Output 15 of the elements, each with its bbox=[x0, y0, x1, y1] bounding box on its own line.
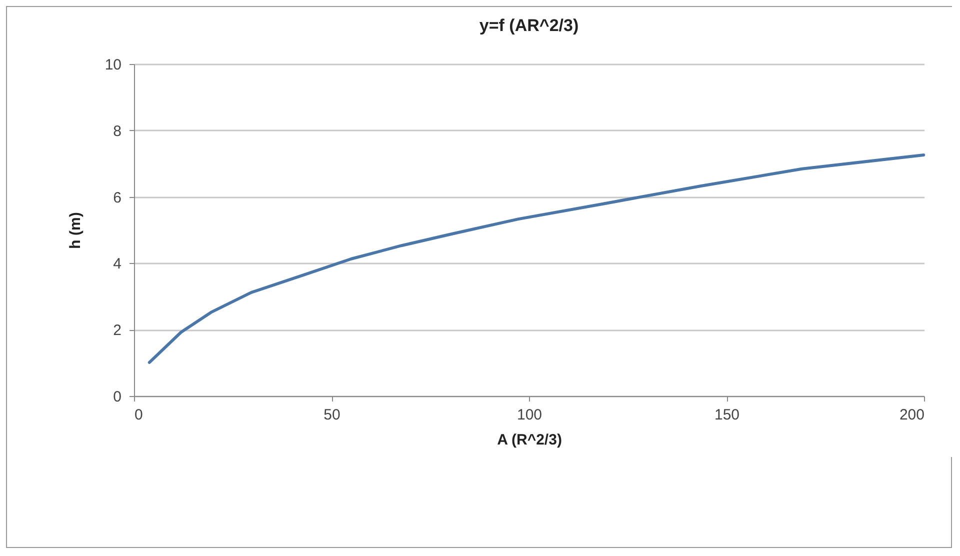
y-axis-title: h (m) bbox=[66, 212, 84, 249]
x-tick-label: 200 bbox=[899, 406, 924, 424]
y-tick-label: 4 bbox=[113, 256, 122, 273]
chart-title: y=f (AR^2/3) bbox=[479, 16, 579, 35]
x-tick-label: 150 bbox=[714, 406, 740, 424]
y-tick-label: 8 bbox=[113, 122, 122, 140]
y-tick-label: 6 bbox=[113, 189, 122, 206]
y-tick-label: 2 bbox=[113, 322, 122, 340]
x-tick-label: 50 bbox=[324, 406, 340, 424]
y-tick-label: 0 bbox=[113, 388, 122, 406]
line-series bbox=[148, 153, 926, 364]
x-tick-label: 100 bbox=[516, 406, 542, 424]
y-tick-label: 10 bbox=[104, 56, 122, 74]
x-tick-label: 0 bbox=[134, 406, 143, 424]
x-axis-title: A (R^2/3) bbox=[497, 432, 562, 448]
